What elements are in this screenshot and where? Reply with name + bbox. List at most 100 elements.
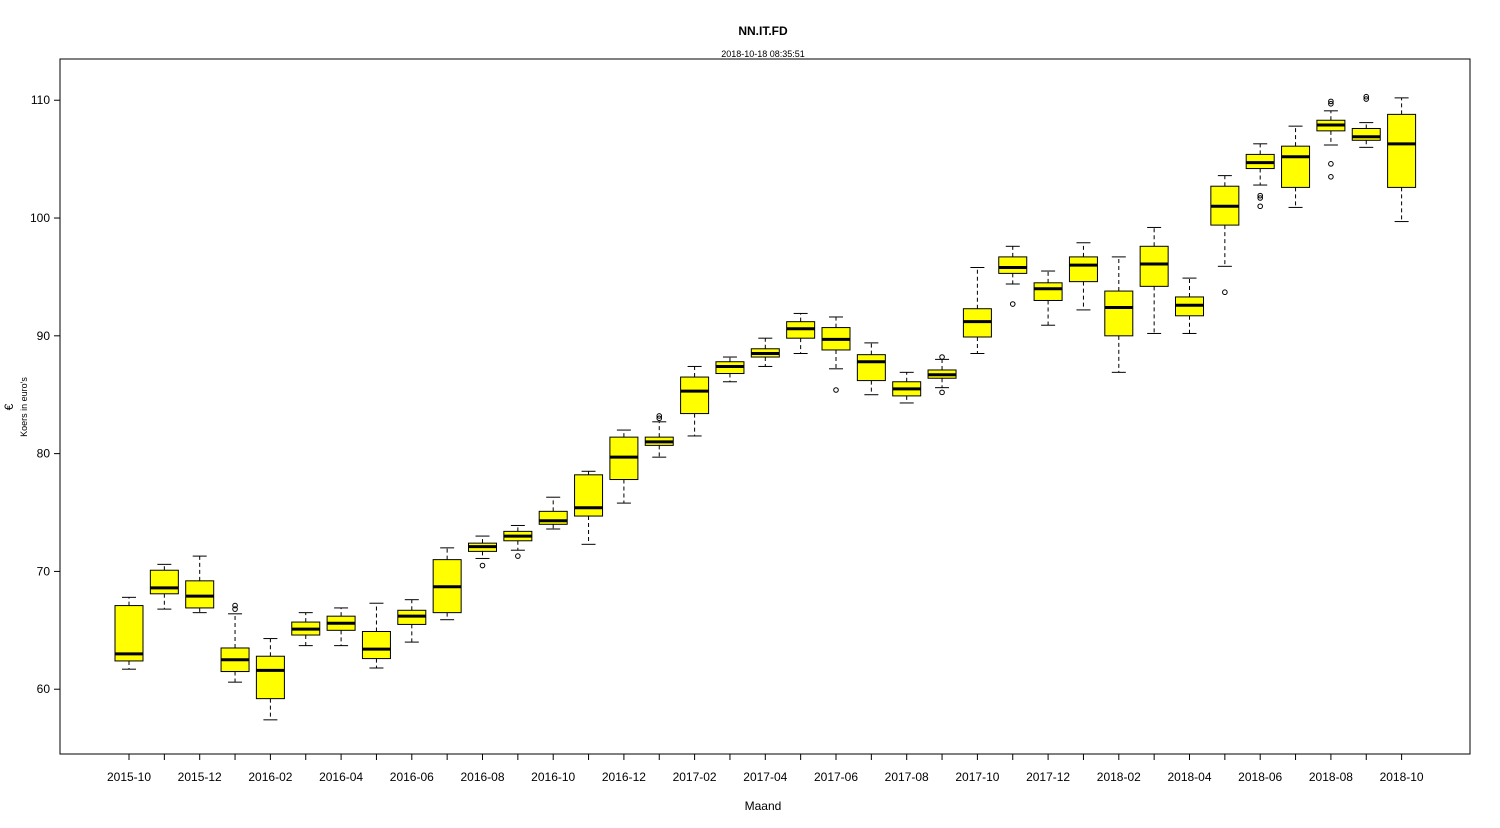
box-2018-07 bbox=[1281, 125, 1311, 208]
outlier-point bbox=[232, 606, 238, 612]
outlier-point bbox=[1257, 195, 1263, 201]
box-2018-02 bbox=[1104, 256, 1134, 373]
box-2018-03 bbox=[1139, 226, 1169, 334]
x-tick-label: 2017-04 bbox=[743, 770, 787, 784]
box-2017-07 bbox=[856, 342, 886, 396]
box-2018-06 bbox=[1245, 143, 1275, 210]
box-iqr bbox=[1068, 256, 1098, 283]
y-tick-label: 90 bbox=[37, 329, 51, 343]
box-2017-12 bbox=[1033, 270, 1063, 326]
box-2017-10 bbox=[962, 267, 992, 354]
x-axis: 2015-10 2015-12 2016-02 2016-04 2016-06 2016-… bbox=[107, 753, 1424, 784]
box-2018-05 bbox=[1210, 175, 1240, 296]
box-2017-04 bbox=[750, 337, 780, 367]
x-axis-label: Maand bbox=[745, 799, 782, 813]
box-2016-10 bbox=[538, 496, 568, 530]
box-iqr bbox=[680, 376, 710, 415]
box-series bbox=[114, 93, 1417, 721]
box-2017-01 bbox=[644, 413, 674, 458]
box-2016-07 bbox=[432, 547, 462, 621]
y-tick-label: 70 bbox=[37, 564, 51, 578]
outlier-point bbox=[1328, 98, 1334, 105]
x-tick-label: 2015-10 bbox=[107, 770, 151, 784]
box-iqr bbox=[998, 256, 1028, 274]
outlier-point bbox=[1363, 93, 1370, 100]
box-2016-05 bbox=[361, 602, 391, 669]
outlier-point bbox=[1222, 289, 1228, 296]
chart-subtitle: 2018-10-18 08:35:51 bbox=[721, 49, 805, 59]
outlier-point bbox=[656, 413, 663, 419]
y-axis-label: Koers in euro's bbox=[19, 377, 29, 437]
outlier-point bbox=[1328, 100, 1334, 107]
x-tick-label: 2017-12 bbox=[1026, 770, 1070, 784]
x-tick-label: 2016-12 bbox=[602, 770, 646, 784]
box-2016-09 bbox=[503, 524, 533, 559]
y-axis: 60 70 80 90 100 110 bbox=[30, 93, 61, 696]
outlier-point bbox=[1363, 96, 1370, 102]
x-tick-label: 2016-08 bbox=[460, 770, 504, 784]
outlier-point bbox=[479, 562, 486, 569]
outlier-point bbox=[1328, 161, 1334, 167]
box-2017-03 bbox=[715, 356, 745, 383]
x-tick-label: 2018-02 bbox=[1097, 770, 1141, 784]
chart-title: NN.IT.FD bbox=[738, 24, 788, 38]
outlier-point bbox=[1257, 203, 1263, 210]
outlier-point bbox=[232, 602, 238, 609]
box-2017-11 bbox=[998, 245, 1028, 307]
box-iqr bbox=[1139, 245, 1169, 287]
box-iqr bbox=[185, 580, 215, 609]
outlier-point bbox=[656, 415, 663, 422]
y-axis-symbol: € bbox=[2, 403, 16, 410]
box-iqr bbox=[1281, 145, 1311, 188]
box-2017-05 bbox=[786, 312, 816, 354]
box-2016-08 bbox=[468, 535, 497, 569]
x-tick-label: 2016-10 bbox=[531, 770, 575, 784]
box-2018-08 bbox=[1316, 98, 1346, 180]
outlier-point bbox=[939, 389, 945, 396]
box-2018-10 bbox=[1387, 97, 1417, 223]
box-iqr bbox=[1033, 282, 1063, 301]
box-2015-10 bbox=[114, 596, 144, 670]
x-tick-label: 2018-04 bbox=[1167, 770, 1211, 784]
box-iqr bbox=[538, 510, 568, 525]
box-2017-06 bbox=[821, 316, 851, 393]
outlier-point bbox=[515, 553, 521, 559]
outlier-point bbox=[1009, 301, 1016, 307]
box-2016-01 bbox=[220, 602, 250, 683]
x-tick-label: 2018-08 bbox=[1309, 770, 1353, 784]
box-2015-12 bbox=[185, 555, 215, 614]
outlier-point bbox=[1257, 192, 1263, 199]
box-2016-12 bbox=[609, 429, 639, 504]
outlier-point bbox=[1328, 173, 1334, 180]
box-iqr bbox=[361, 630, 391, 660]
box-iqr bbox=[149, 569, 179, 595]
x-tick-label: 2016-06 bbox=[390, 770, 434, 784]
box-iqr bbox=[1104, 290, 1134, 337]
y-tick-label: 110 bbox=[31, 93, 50, 107]
box-2017-08 bbox=[892, 371, 922, 404]
box-iqr bbox=[114, 605, 144, 662]
x-tick-label: 2017-08 bbox=[885, 770, 929, 784]
box-2018-01 bbox=[1068, 242, 1098, 311]
box-2017-02 bbox=[680, 365, 710, 437]
y-tick-label: 60 bbox=[37, 682, 51, 696]
outlier-point bbox=[939, 354, 945, 360]
box-2016-03 bbox=[291, 612, 321, 647]
x-tick-label: 2017-10 bbox=[955, 770, 999, 784]
x-tick-label: 2018-10 bbox=[1380, 770, 1424, 784]
box-2016-02 bbox=[255, 638, 285, 721]
x-tick-label: 2017-06 bbox=[814, 770, 858, 784]
box-iqr bbox=[1351, 128, 1381, 141]
box-2015-11 bbox=[149, 563, 179, 610]
box-2017-09 bbox=[927, 354, 957, 396]
box-iqr bbox=[255, 655, 285, 700]
box-2016-04 bbox=[326, 607, 356, 647]
x-tick-label: 2016-02 bbox=[248, 770, 292, 784]
outlier-point bbox=[833, 387, 839, 393]
box-2016-06 bbox=[397, 599, 427, 643]
x-tick-label: 2015-12 bbox=[178, 770, 222, 784]
y-tick-label: 80 bbox=[37, 447, 51, 461]
x-tick-label: 2017-02 bbox=[673, 770, 717, 784]
box-iqr bbox=[574, 474, 604, 517]
